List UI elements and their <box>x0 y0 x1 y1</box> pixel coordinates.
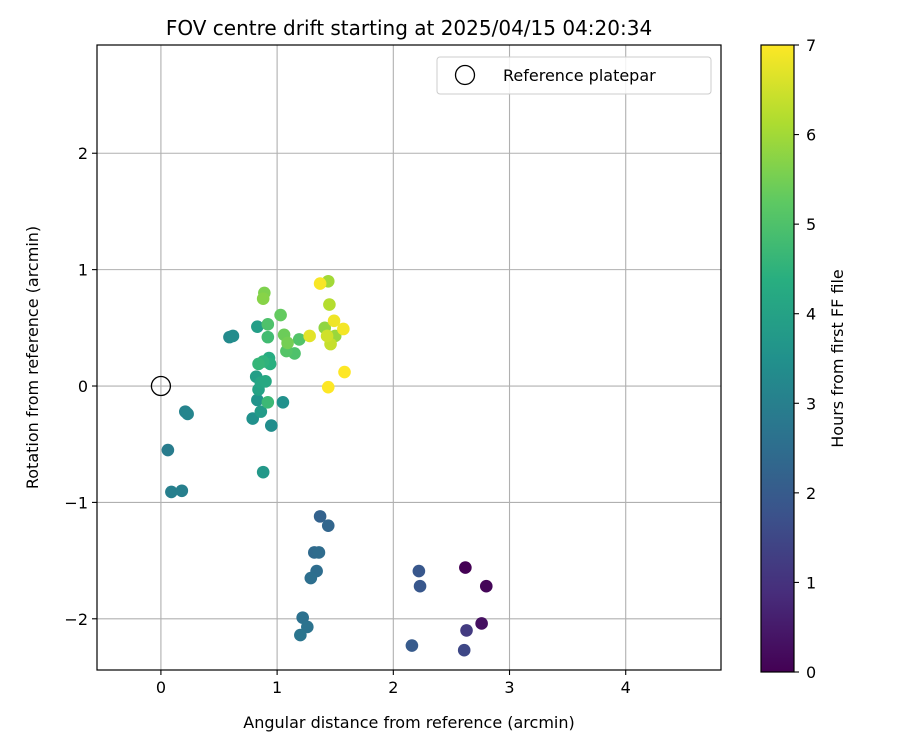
data-point <box>175 484 189 498</box>
x-tick-label: 3 <box>504 678 514 697</box>
data-point <box>479 579 493 593</box>
data-point <box>251 320 264 333</box>
data-point <box>226 329 240 343</box>
colorbar-tick-label: 3 <box>806 394 816 413</box>
data-point <box>313 277 327 290</box>
x-axis-title: Angular distance from reference (arcmin) <box>243 713 574 732</box>
reference-platepar-marker <box>150 375 172 397</box>
data-point <box>413 579 427 593</box>
x-tick-label: 4 <box>621 678 631 697</box>
x-tick-label: 0 <box>156 678 166 697</box>
data-point <box>338 365 351 379</box>
data-point <box>251 393 264 407</box>
legend: Reference platepar <box>436 56 712 95</box>
data-point <box>261 318 275 331</box>
x-tick-label: 2 <box>388 678 398 697</box>
colorbar-tick-label: 7 <box>806 36 816 55</box>
data-point <box>304 571 318 585</box>
x-tick-label: 1 <box>272 678 282 697</box>
colorbar-tick-label: 0 <box>806 663 816 682</box>
data-point <box>259 375 272 388</box>
y-axis-title: Rotation from reference (arcmin) <box>23 226 42 489</box>
data-point <box>261 330 275 344</box>
data-point <box>321 519 335 532</box>
data-point <box>459 561 472 574</box>
data-point <box>405 639 419 652</box>
data-point <box>265 419 278 432</box>
data-point <box>313 510 327 523</box>
colorbar-tick-label: 4 <box>806 305 816 324</box>
data-point <box>181 407 194 421</box>
data-point <box>161 443 175 457</box>
y-axis-ticks: −2 −1 0 1 2 <box>64 144 97 629</box>
data-point <box>323 298 336 311</box>
data-point <box>276 396 290 409</box>
data-point <box>274 308 287 322</box>
legend-entry-label: Reference platepar <box>503 66 656 85</box>
legend-marker-circle <box>454 64 476 86</box>
data-point <box>457 643 471 657</box>
data-point <box>165 485 178 499</box>
y-tick-label: −2 <box>64 610 88 629</box>
colorbar-title: Hours from first FF file <box>828 269 847 448</box>
data-point <box>281 336 294 350</box>
data-point <box>303 329 316 343</box>
data-point <box>261 396 275 409</box>
y-tick-label: −1 <box>64 493 88 512</box>
data-point <box>296 611 309 624</box>
chart-title: FOV centre drift starting at 2025/04/15 … <box>166 16 652 40</box>
data-point <box>321 380 335 394</box>
data-point <box>460 624 473 637</box>
data-point <box>327 314 341 328</box>
colorbar-gradient <box>760 44 795 673</box>
legend-box <box>436 56 712 95</box>
colorbar-tick-label: 6 <box>806 126 816 145</box>
reference-marker <box>150 375 172 397</box>
plot-frame <box>96 44 722 671</box>
data-point <box>256 465 270 479</box>
colorbar-tick-label: 1 <box>806 573 816 592</box>
colorbar: 0 1 2 3 4 5 6 7 Hours from first FF file <box>760 36 847 682</box>
y-tick-label: 1 <box>78 261 88 280</box>
grid-lines <box>97 45 721 670</box>
y-tick-label: 0 <box>78 377 88 396</box>
data-point <box>256 292 270 306</box>
colorbar-ticks: 0 1 2 3 4 5 6 7 <box>794 36 816 682</box>
data-point <box>412 564 426 578</box>
data-point <box>292 333 306 346</box>
data-point <box>320 329 334 343</box>
y-tick-label: 2 <box>78 144 88 163</box>
data-point <box>312 546 326 559</box>
data-point <box>252 357 265 371</box>
data-point <box>254 405 268 418</box>
data-point <box>294 628 307 642</box>
colorbar-tick-label: 2 <box>806 484 816 503</box>
data-point <box>475 617 488 630</box>
colorbar-tick-label: 5 <box>806 215 816 234</box>
data-point <box>337 322 350 336</box>
data-points <box>161 274 493 657</box>
x-axis-ticks: 0 1 2 3 4 <box>156 670 631 697</box>
